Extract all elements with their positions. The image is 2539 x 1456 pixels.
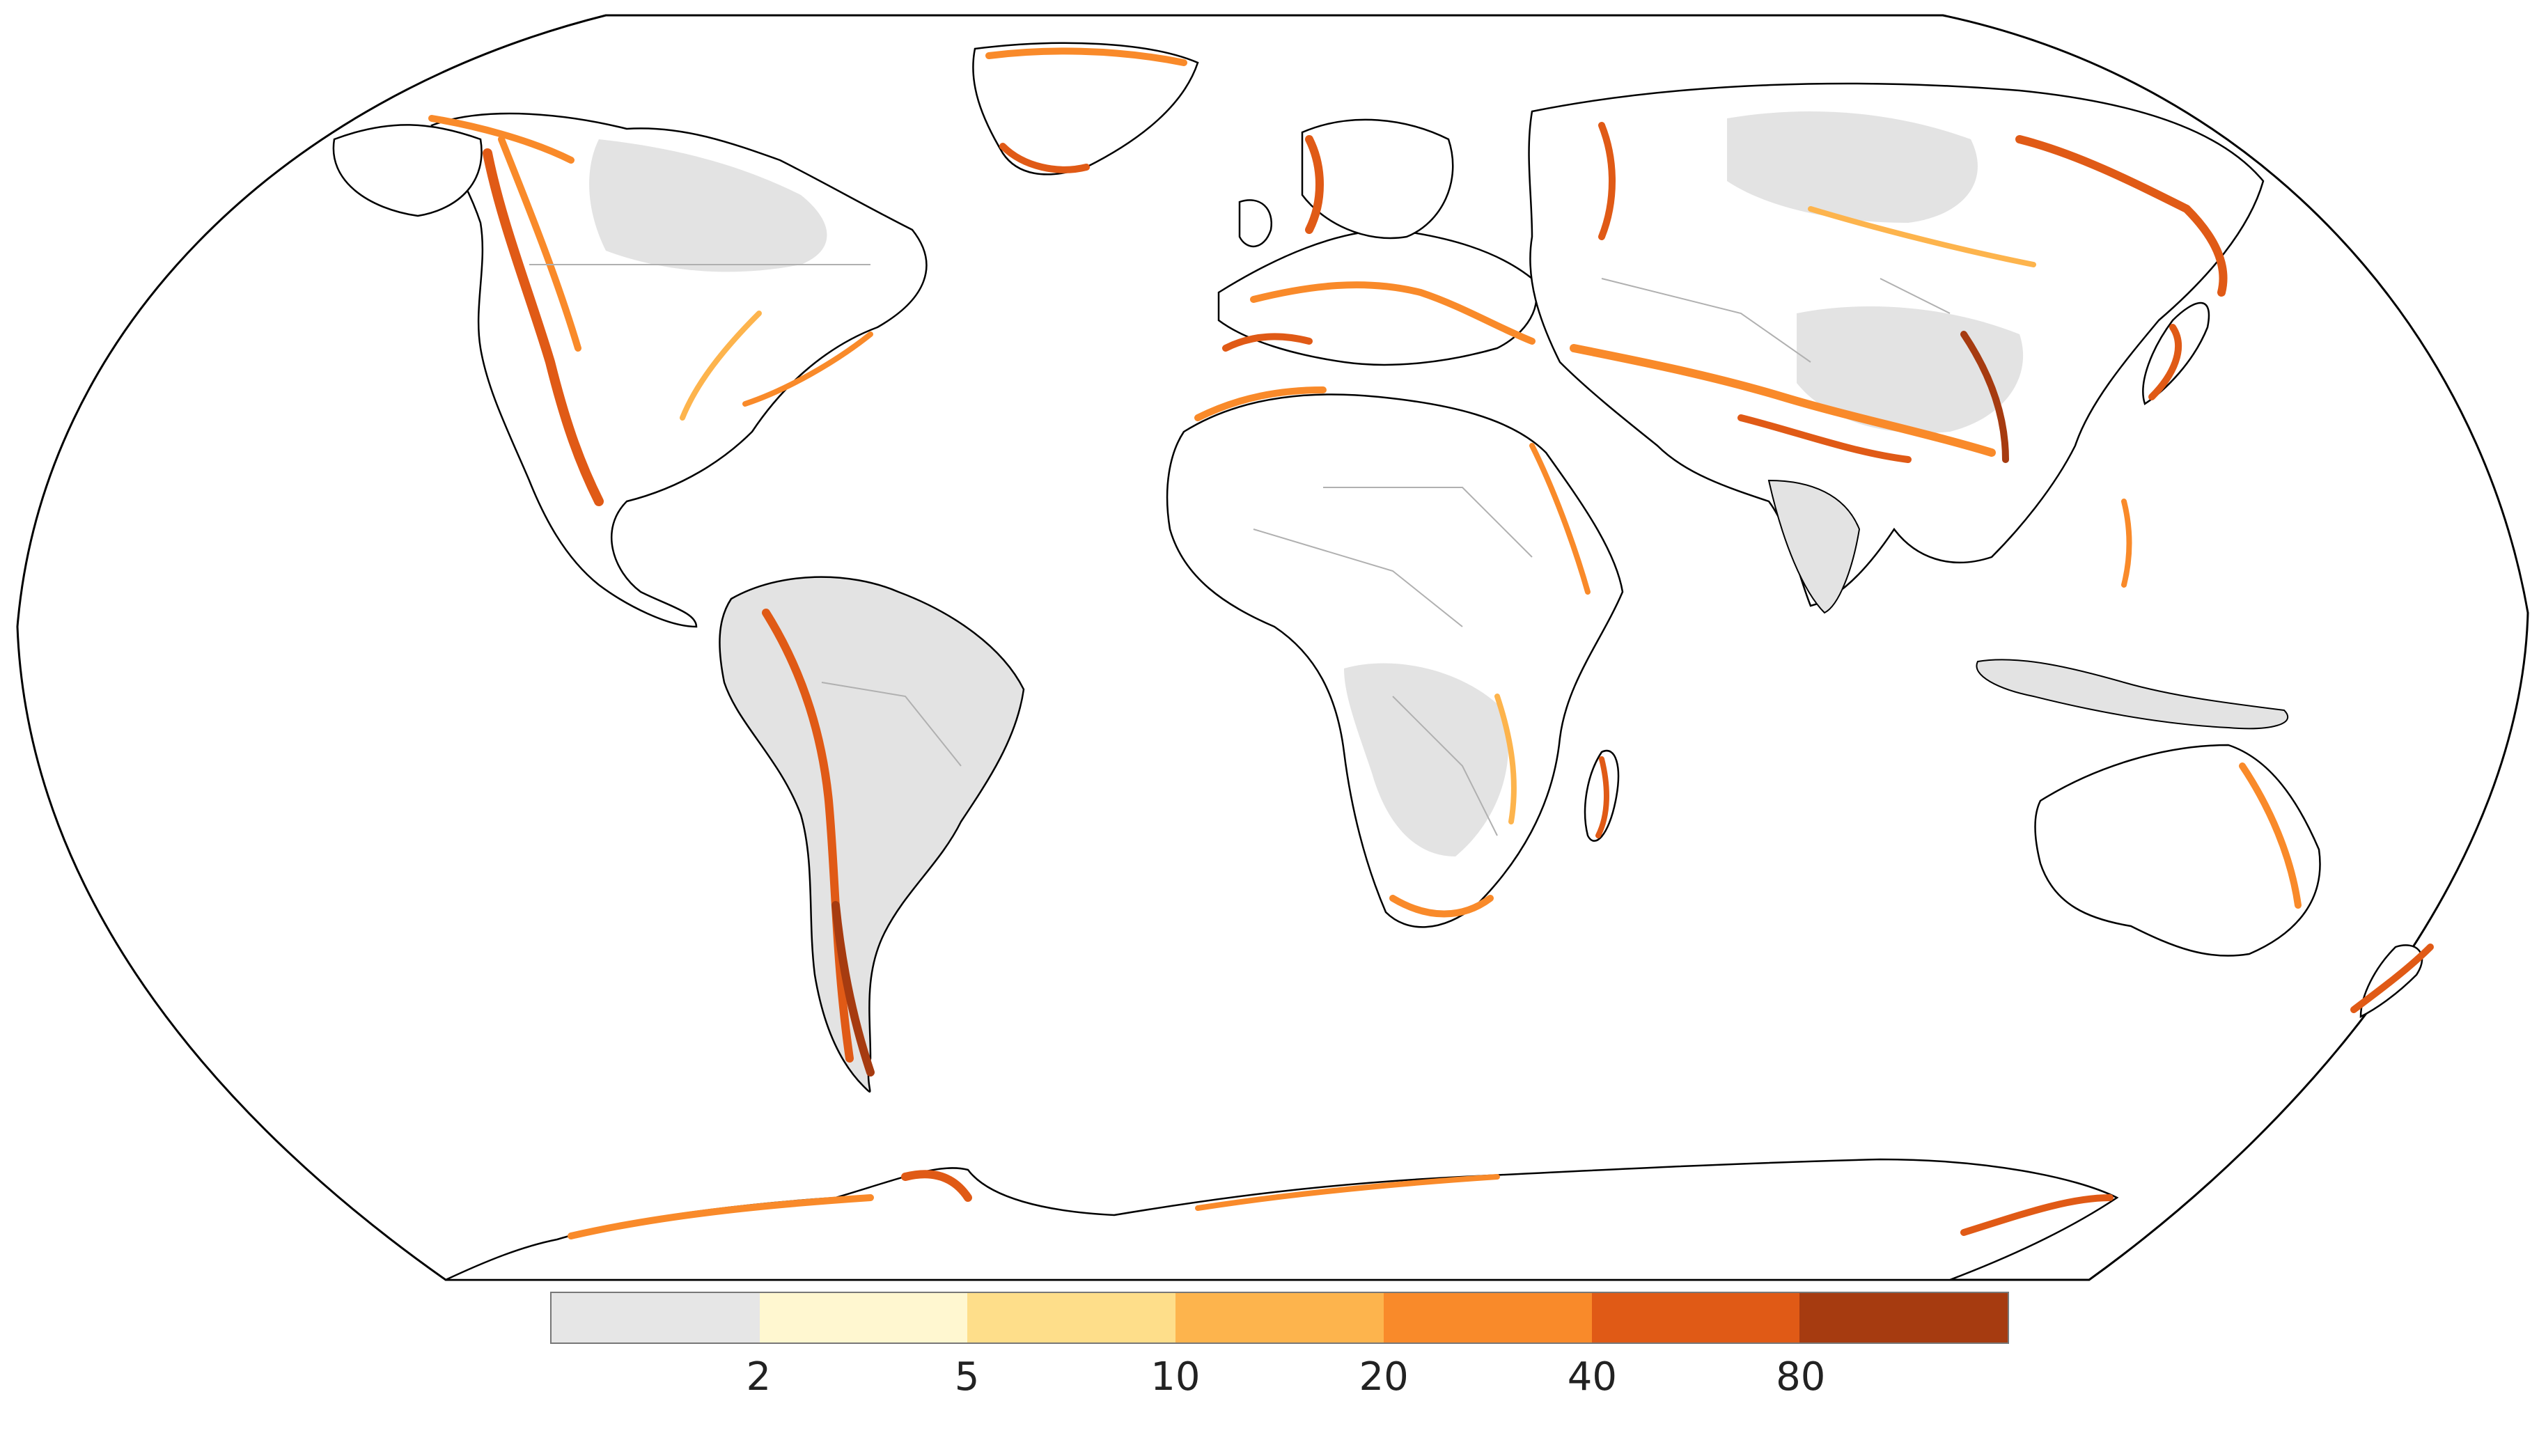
land-madagascar xyxy=(1584,750,1620,842)
land-africa-low xyxy=(1344,663,1509,856)
colorbar-segment xyxy=(1799,1293,2008,1343)
colorbar-tick-label: 40 xyxy=(1567,1354,1618,1400)
colorbar-segment xyxy=(1383,1293,1592,1343)
colorbar-tick-label: 10 xyxy=(1150,1354,1201,1400)
map-canvas xyxy=(16,14,2529,1281)
colorbar-segment xyxy=(552,1293,760,1343)
land-uk xyxy=(1238,199,1273,248)
colorbar-segment xyxy=(1175,1293,1384,1343)
land-canada-low xyxy=(589,139,827,272)
colorbar xyxy=(550,1292,2009,1344)
colorbar-segment xyxy=(1591,1293,1800,1343)
land-europe xyxy=(1217,228,1538,366)
colorbar-tick-label: 20 xyxy=(1359,1354,1409,1400)
world-map xyxy=(16,14,2529,1281)
colorbar-segment xyxy=(759,1293,968,1343)
land-siberia-low xyxy=(1727,111,1978,223)
colorbar-segment xyxy=(967,1293,1176,1343)
intensity-hotspots xyxy=(428,47,2434,1239)
land-africa xyxy=(1166,393,1624,928)
country-borders xyxy=(529,264,1951,836)
colorbar-ticks: 2 5 10 20 40 80 xyxy=(550,1354,2009,1410)
land-greenland xyxy=(972,42,1199,175)
land-south-america xyxy=(719,576,1025,1093)
land-alaska xyxy=(332,124,483,217)
colorbar-tick-label: 2 xyxy=(746,1354,772,1400)
land-scandinavia xyxy=(1301,118,1454,240)
land-australia xyxy=(2034,744,2321,957)
land-india xyxy=(1767,479,1861,614)
land-indonesia xyxy=(1976,659,2289,730)
colorbar-tick-label: 5 xyxy=(954,1354,980,1400)
colorbar-tick-label: 80 xyxy=(1776,1354,1826,1400)
